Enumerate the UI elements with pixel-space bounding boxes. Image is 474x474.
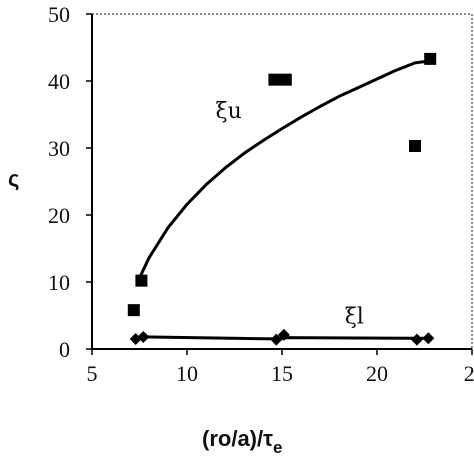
y-tick-label: 50 xyxy=(48,2,70,27)
x-tick-label: 20 xyxy=(366,361,388,386)
x-axis-ticks: 5 10 15 20 2. xyxy=(87,349,474,386)
y-axis-label: ς xyxy=(8,166,19,191)
diamond-marker xyxy=(422,332,435,345)
y-tick-label: 40 xyxy=(48,69,70,94)
x-axis-label-main: (ro/a)/τ xyxy=(202,426,273,451)
data-points xyxy=(127,52,437,346)
square-marker xyxy=(268,73,281,86)
y-axis-ticks: 0 10 20 30 40 50 xyxy=(48,2,92,362)
x-tick-label: 5 xyxy=(87,361,98,386)
square-marker xyxy=(424,52,437,65)
diamond-marker xyxy=(270,333,283,346)
y-tick-label: 30 xyxy=(48,136,70,161)
fit-curve xyxy=(138,59,432,280)
curve-annotation: ξl xyxy=(345,305,364,330)
square-marker xyxy=(127,304,140,317)
curve-annotation: ξu xyxy=(216,99,242,124)
diamond-marker xyxy=(137,330,150,343)
annotations: ξu ξl xyxy=(216,99,364,330)
y-tick-label: 10 xyxy=(48,270,70,295)
x-tick-label: 15 xyxy=(271,361,293,386)
y-tick-label: 0 xyxy=(59,337,70,362)
square-marker xyxy=(135,274,148,287)
square-marker xyxy=(409,139,421,152)
x-tick-label: 2. xyxy=(464,361,474,386)
x-tick-label: 10 xyxy=(176,361,198,386)
diamond-marker xyxy=(410,333,423,346)
y-tick-label: 20 xyxy=(48,203,70,228)
x-axis-label-subscript: e xyxy=(273,438,282,457)
square-marker xyxy=(279,73,292,86)
diamond-marker xyxy=(277,328,290,341)
x-axis-label: (ro/a)/τe xyxy=(202,426,282,457)
